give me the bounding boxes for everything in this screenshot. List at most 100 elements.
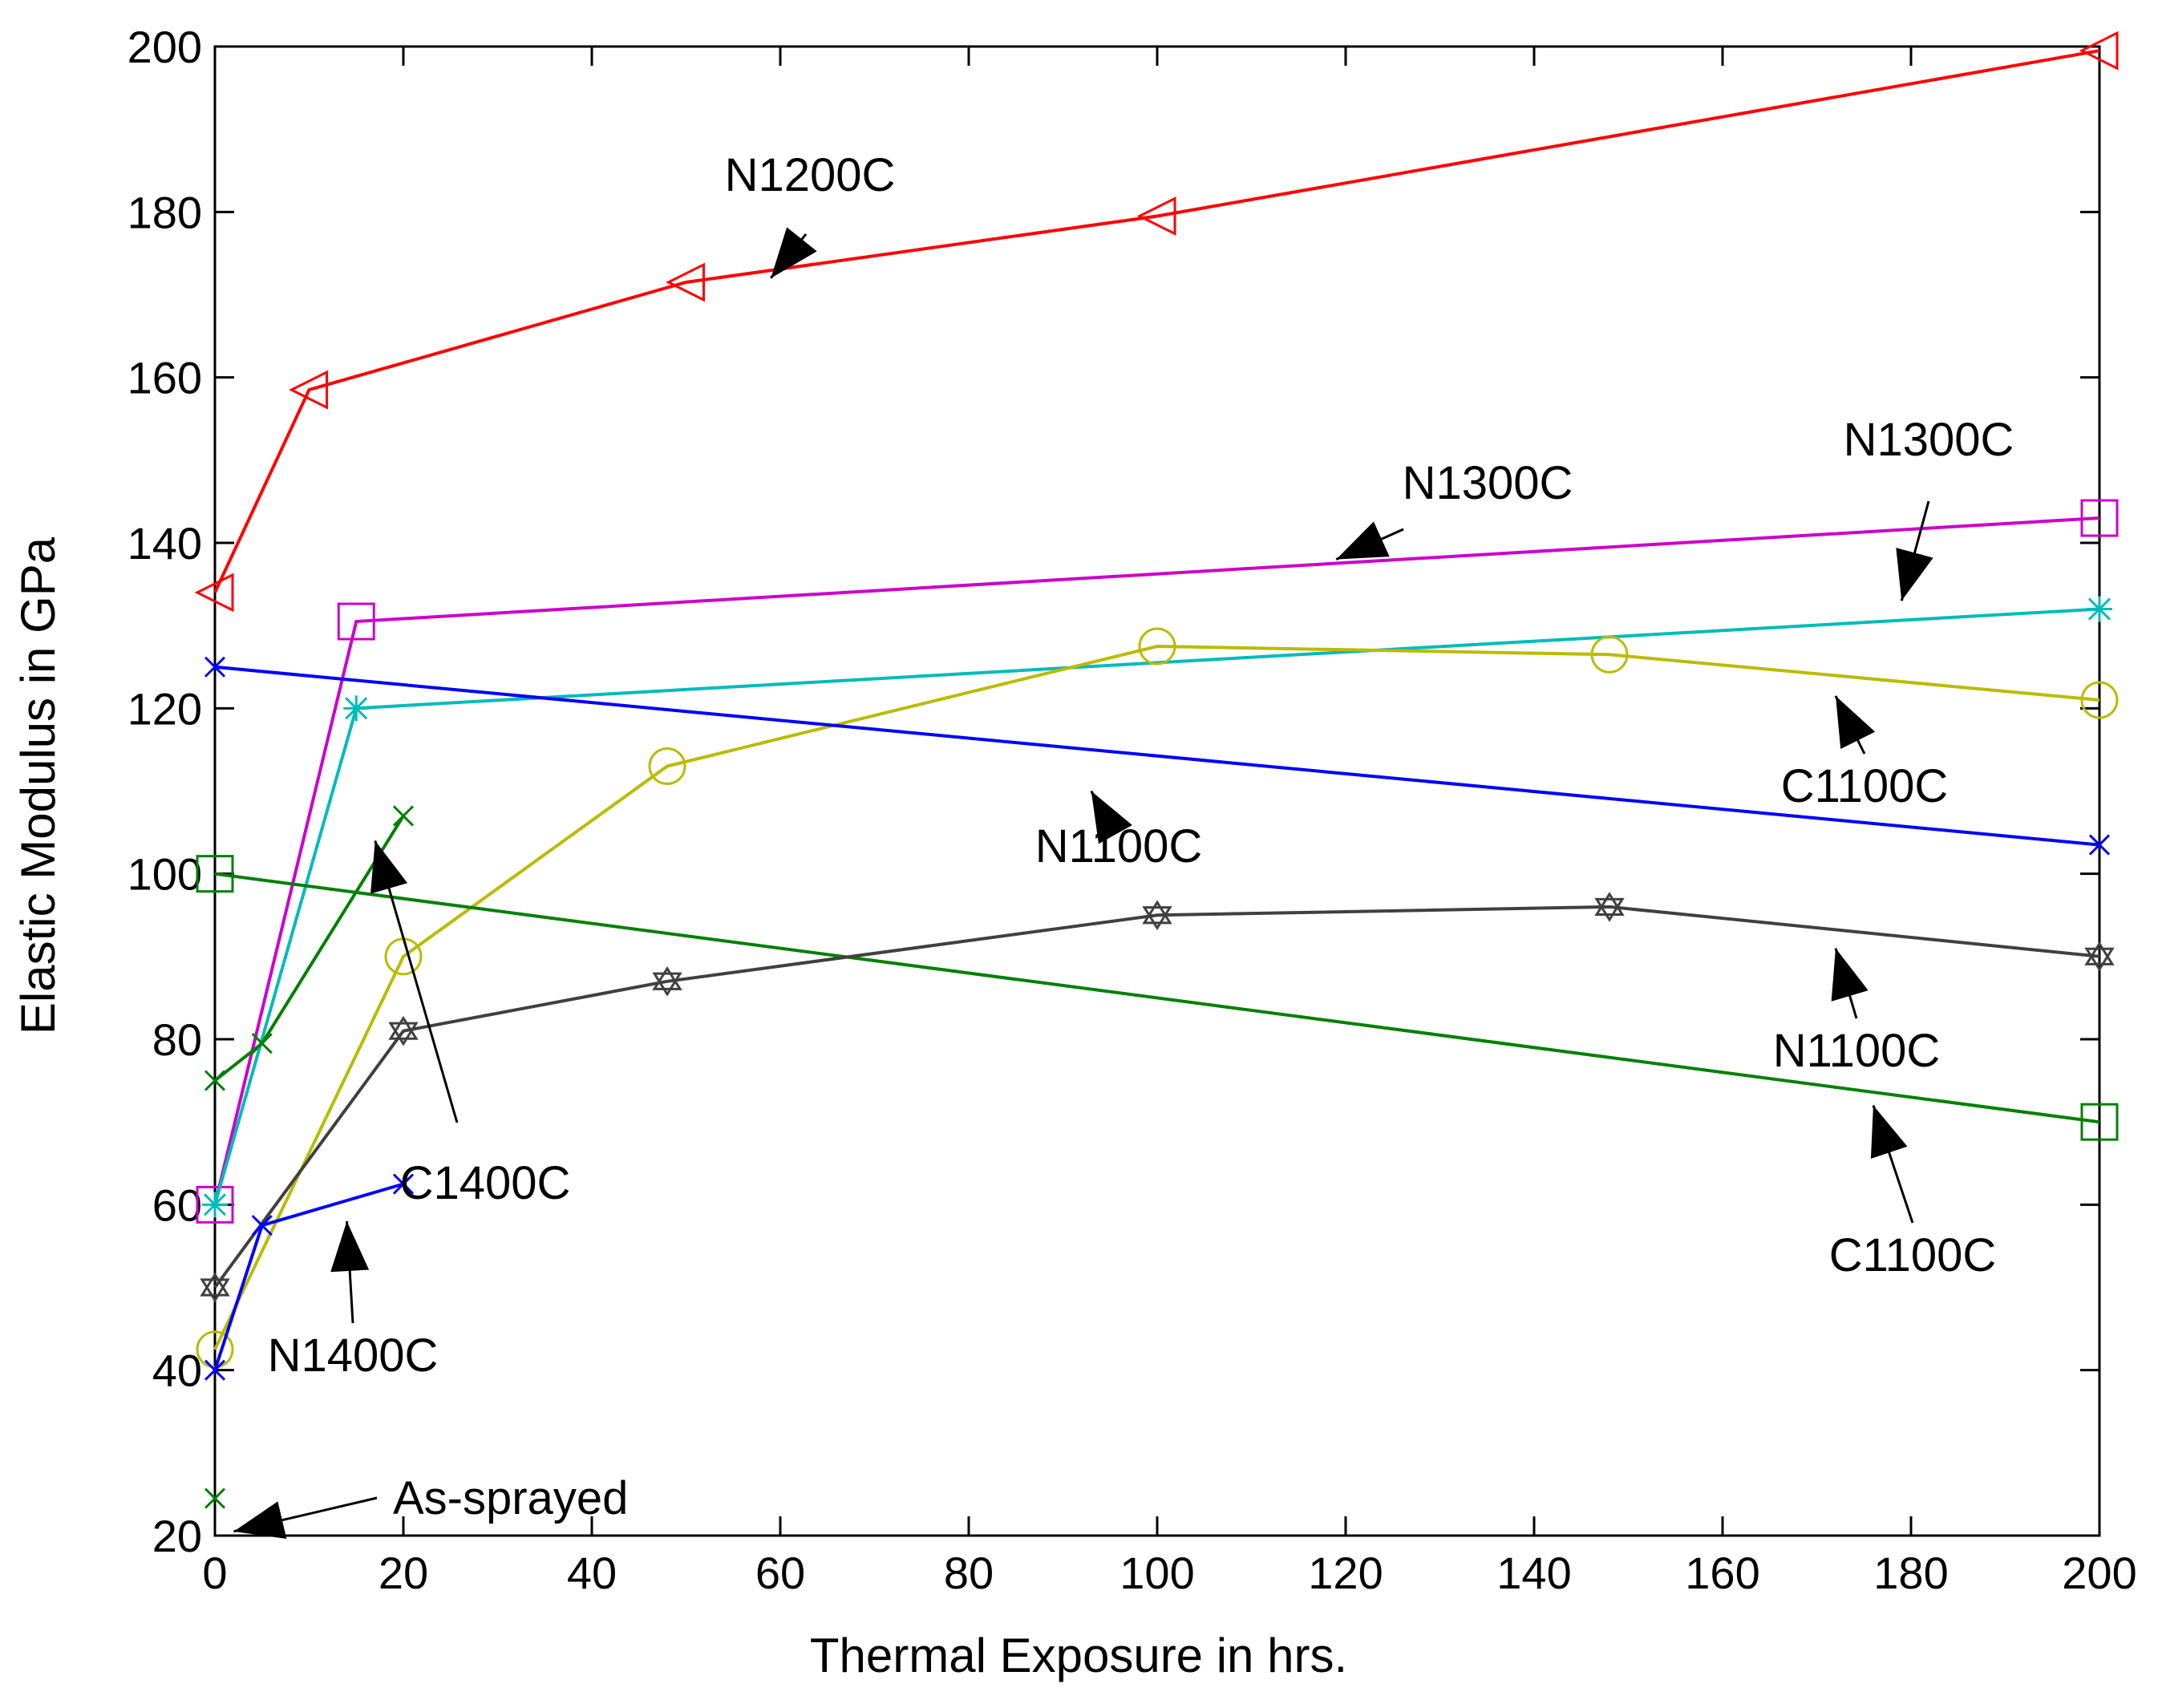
- data-point: [196, 1185, 234, 1224]
- data-point: [2080, 499, 2119, 537]
- series-4: [204, 656, 2111, 856]
- data-point: [2079, 30, 2119, 71]
- annotation-label: N1300C: [1844, 414, 2014, 466]
- data-point: [204, 1070, 226, 1091]
- annotation-0: N1200C: [725, 149, 896, 279]
- annotation-1: N1300C: [1335, 457, 1573, 561]
- data-point: [648, 747, 686, 786]
- data-point: [196, 855, 234, 893]
- series-layer: [194, 30, 2119, 1509]
- series-line: [213, 49, 2100, 593]
- y-tick-label: 160: [128, 353, 202, 403]
- data-point: [251, 1033, 273, 1054]
- series-2: [202, 596, 2112, 1218]
- annotation-5: N1100C: [1773, 948, 1941, 1077]
- annotation-arrowhead: [370, 840, 408, 894]
- annotation-2: N1300C: [1844, 414, 2014, 601]
- y-axis-title: Elastic Modulus in GPa: [11, 536, 65, 1034]
- data-point: [1136, 196, 1176, 236]
- annotation-label: N1300C: [1403, 457, 1573, 509]
- annotation-4: N1100C: [1035, 790, 1202, 872]
- annotation-arrowhead: [233, 1501, 287, 1540]
- plot-frame: 0 20 40 60 80 100 120 140 160 180 2002040608010012…: [128, 22, 2137, 1598]
- y-tick-label: 40: [152, 1346, 202, 1396]
- annotation-arrowhead: [1091, 791, 1132, 844]
- annotation-arrowhead: [1836, 695, 1876, 750]
- annotation-6: C1400C: [370, 840, 570, 1209]
- series-1: [196, 499, 2119, 1224]
- y-tick-label: 100: [128, 849, 202, 900]
- annotation-label: C1100C: [1781, 760, 1949, 812]
- data-point: [200, 1272, 230, 1303]
- data-point: [2087, 596, 2112, 622]
- annotation-arrowhead: [1831, 948, 1869, 1002]
- data-point: [202, 1192, 228, 1218]
- x-tick-label: 60: [755, 1548, 805, 1598]
- y-tick-label: 120: [128, 683, 202, 734]
- annotation-arrowhead: [771, 227, 817, 278]
- x-tick-label: 20: [379, 1548, 428, 1598]
- data-point: [343, 695, 370, 722]
- series-6: [200, 892, 2115, 1303]
- annotation-7: C1100C: [1829, 1105, 1997, 1281]
- series-7: [204, 805, 415, 1091]
- annotation-8: N1400C: [268, 1220, 439, 1382]
- x-tick-label: 80: [944, 1548, 994, 1598]
- series-0: [194, 30, 2119, 613]
- y-tick-label: 200: [128, 22, 202, 72]
- y-tick-label: 180: [128, 187, 202, 237]
- data-point: [392, 805, 415, 827]
- data-point: [652, 965, 682, 997]
- x-tick-label: 120: [1308, 1548, 1383, 1598]
- data-point: [1138, 627, 1176, 666]
- x-tick-label: 180: [1873, 1548, 1948, 1598]
- series-line: [214, 872, 2100, 1124]
- data-point: [251, 1215, 273, 1236]
- series-5: [196, 855, 2119, 1141]
- data-point: [2080, 1103, 2119, 1141]
- x-tick-label: 160: [1685, 1548, 1759, 1598]
- annotation-label: N1200C: [725, 149, 896, 201]
- series-3: [196, 627, 2119, 1369]
- data-point: [2084, 941, 2115, 972]
- x-tick-label: 40: [567, 1548, 617, 1598]
- data-point: [289, 370, 328, 410]
- data-point: [1590, 635, 1629, 674]
- series-line: [213, 644, 2100, 1350]
- data-point: [337, 602, 375, 641]
- data-point: [2088, 834, 2111, 856]
- annotation-9: As-sprayed: [233, 1472, 628, 1540]
- annotation-arrowhead: [1870, 1105, 1908, 1159]
- data-point: [204, 1359, 226, 1381]
- y-tick-label: 80: [152, 1014, 202, 1065]
- data-point: [2080, 681, 2119, 719]
- series-8: [204, 1173, 415, 1381]
- annotation-label: As-sprayed: [393, 1472, 628, 1524]
- data-point: [392, 1173, 415, 1195]
- data-point: [1142, 900, 1172, 931]
- annotation-3: C1100C: [1781, 695, 1949, 812]
- y-tick-label: 140: [128, 518, 202, 569]
- data-point: [666, 262, 705, 302]
- y-tick-label: 20: [152, 1511, 202, 1561]
- series-line: [214, 665, 2100, 847]
- x-tick-label: 200: [2062, 1548, 2136, 1598]
- series-9: [204, 1487, 226, 1509]
- x-tick-label: 0: [202, 1548, 227, 1598]
- data-point: [1594, 892, 1625, 922]
- annotation-label: C1100C: [1829, 1229, 1997, 1281]
- annotation-label: N1400C: [268, 1330, 439, 1382]
- annotation-arrowhead: [1896, 548, 1933, 601]
- y-tick-label: 60: [152, 1180, 202, 1230]
- annotation-arrowhead: [1336, 521, 1390, 560]
- data-point: [204, 1487, 226, 1509]
- x-tick-label: 100: [1119, 1548, 1194, 1598]
- series-line: [213, 905, 2100, 1289]
- annotation-label: C1400C: [400, 1157, 571, 1209]
- series-line: [213, 516, 2100, 1205]
- data-point: [194, 573, 234, 613]
- annotation-label: N1100C: [1773, 1025, 1941, 1077]
- x-tick-label: 140: [1496, 1548, 1571, 1598]
- data-point: [388, 1015, 419, 1046]
